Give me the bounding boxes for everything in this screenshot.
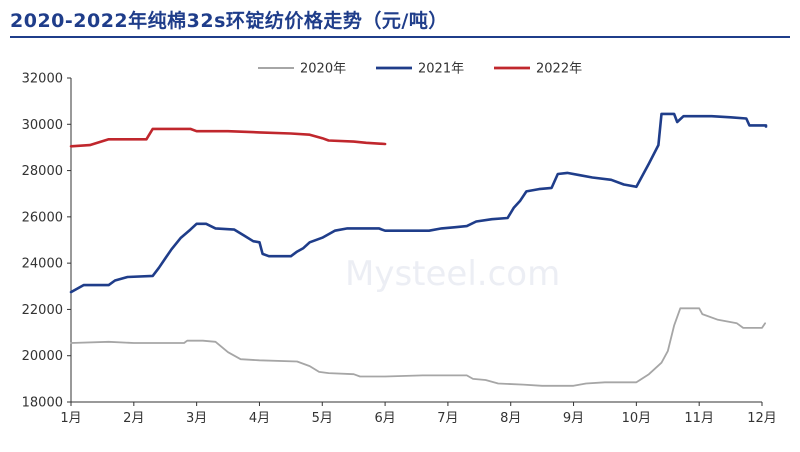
y-tick-label: 26000 [22, 210, 63, 225]
x-tick-label: 3月 [186, 411, 207, 426]
x-tick-label: 2月 [123, 411, 144, 426]
legend-label-1: 2020年 [300, 62, 346, 77]
x-tick-label: 10月 [622, 411, 652, 426]
x-tick-label: 12月 [747, 411, 777, 426]
watermark-text: Mysteel.com [345, 254, 560, 294]
x-tick-label: 9月 [563, 411, 584, 426]
y-tick-label: 22000 [22, 303, 63, 318]
legend-label-2: 2021年 [418, 62, 464, 77]
y-tick-label: 28000 [22, 164, 63, 179]
legend-label-3: 2022年 [536, 62, 582, 77]
title-underline [10, 36, 790, 38]
y-tick-label: 32000 [22, 72, 63, 87]
series-line-1 [70, 307, 766, 387]
x-tick-label: 4月 [249, 411, 270, 426]
y-tick-label: 20000 [22, 349, 63, 364]
x-tick-label: 7月 [437, 411, 458, 426]
series-line-2 [69, 112, 768, 294]
x-tick-label: 11月 [684, 411, 714, 426]
y-tick-label: 30000 [22, 118, 63, 133]
y-tick-label: 18000 [22, 396, 63, 411]
x-tick-label: 8月 [500, 411, 521, 426]
x-tick-label: 1月 [60, 411, 81, 426]
y-tick-label: 24000 [22, 257, 63, 272]
chart-title: 2020-2022年纯棉32s环锭纺价格走势（元/吨） [10, 10, 448, 32]
x-tick-label: 5月 [312, 411, 333, 426]
series-line-3 [69, 127, 387, 148]
x-tick-label: 6月 [374, 411, 395, 426]
